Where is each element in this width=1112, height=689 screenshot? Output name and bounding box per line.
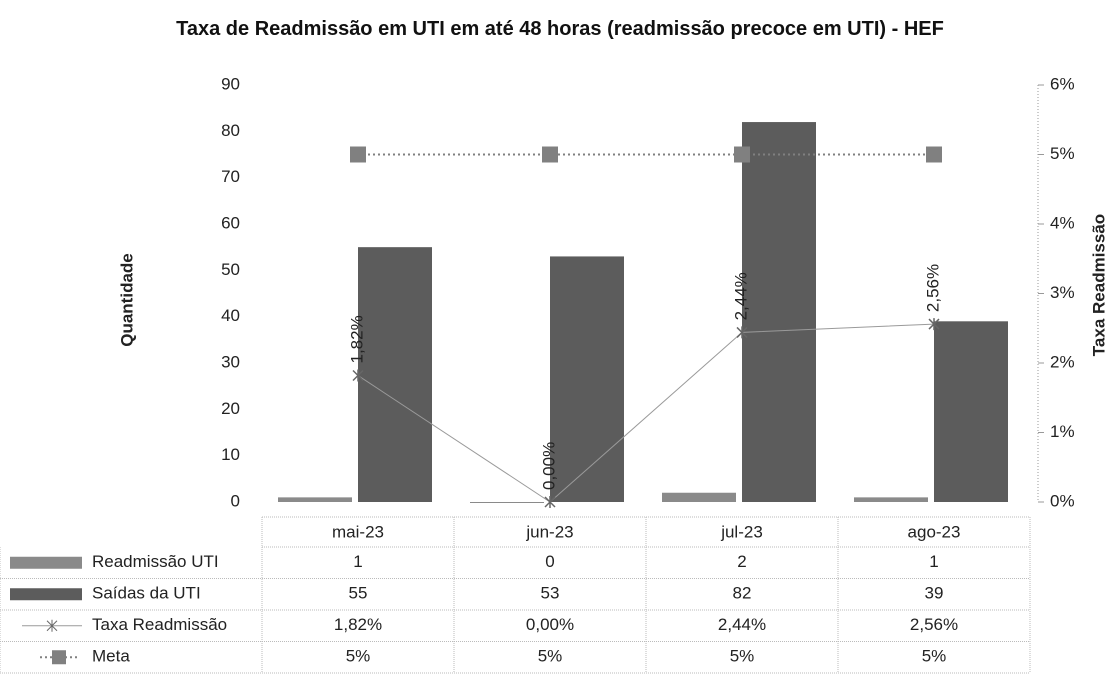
bar [550, 256, 624, 502]
y-tick-label: 10 [221, 445, 240, 464]
table-cell: 55 [349, 584, 368, 603]
data-label: 2,44% [731, 272, 750, 320]
table-cell: 0,00% [526, 615, 574, 634]
table-cell: 2,56% [910, 615, 958, 634]
table-cell: 5% [730, 647, 755, 666]
line-series [357, 323, 935, 503]
bar [358, 247, 432, 502]
legend-swatch [10, 588, 82, 601]
y2-tick-label: 0% [1050, 491, 1075, 510]
y-tick-label: 60 [221, 213, 240, 232]
y-tick-label: 20 [221, 399, 240, 418]
legend-label: Readmissão UTI [92, 552, 219, 571]
y2-tick-label: 5% [1050, 144, 1075, 163]
bar [742, 122, 816, 503]
legend-marker [46, 619, 58, 632]
y-tick-label: 90 [221, 74, 240, 93]
y2-tick-label: 4% [1050, 213, 1075, 232]
legend-swatch [10, 556, 82, 569]
y-tick-label: 0 [231, 491, 240, 510]
legend-label: Saídas da UTI [92, 584, 201, 603]
marker [928, 318, 940, 331]
legend-label: Taxa Readmissão [92, 615, 227, 634]
marker [926, 146, 942, 163]
legend-marker [52, 650, 66, 665]
legend-label: Meta [92, 647, 130, 666]
y2-axis-title: Taxa Readmissão [1089, 214, 1108, 356]
table-cell: 1 [353, 552, 362, 571]
data-label: 2,56% [923, 264, 942, 312]
table-cell: 39 [925, 584, 944, 603]
y2-tick-label: 1% [1050, 422, 1075, 441]
table-cell: 2 [737, 552, 746, 571]
table-cell: 5% [346, 647, 371, 666]
x-tick-label: mai-23 [332, 522, 384, 541]
y2-tick-label: 3% [1050, 283, 1075, 302]
data-label: 1,82% [347, 315, 366, 363]
bar [470, 502, 544, 503]
bar [278, 497, 352, 502]
table-cell: 5% [538, 647, 563, 666]
chart-title: Taxa de Readmissão em UTI em até 48 hora… [176, 18, 944, 40]
y-tick-label: 80 [221, 121, 240, 140]
table-cell: 1 [929, 552, 938, 571]
data-label: 0,00% [539, 442, 558, 490]
marker [350, 146, 366, 163]
table-cell: 0 [545, 552, 554, 571]
y2-tick-label: 2% [1050, 352, 1075, 371]
bar [934, 321, 1008, 502]
marker [736, 326, 748, 339]
y-tick-label: 30 [221, 352, 240, 371]
bar [662, 492, 736, 502]
table-cell: 1,82% [334, 615, 382, 634]
y-axis-title: Quantidade [117, 253, 136, 347]
table-cell: 53 [541, 584, 560, 603]
table-cell: 5% [922, 647, 947, 666]
marker [544, 496, 556, 508]
y-tick-label: 40 [221, 306, 240, 325]
y2-tick-label: 6% [1050, 74, 1075, 93]
marker [352, 369, 364, 382]
marker [734, 146, 750, 163]
x-tick-label: jul-23 [720, 522, 763, 541]
y-tick-label: 70 [221, 167, 240, 186]
table-cell: 2,44% [718, 615, 766, 634]
x-tick-label: ago-23 [908, 522, 961, 541]
table-cell: 82 [733, 584, 752, 603]
marker [542, 146, 558, 163]
y-tick-label: 50 [221, 260, 240, 279]
bar [854, 497, 928, 502]
x-tick-label: jun-23 [525, 522, 573, 541]
